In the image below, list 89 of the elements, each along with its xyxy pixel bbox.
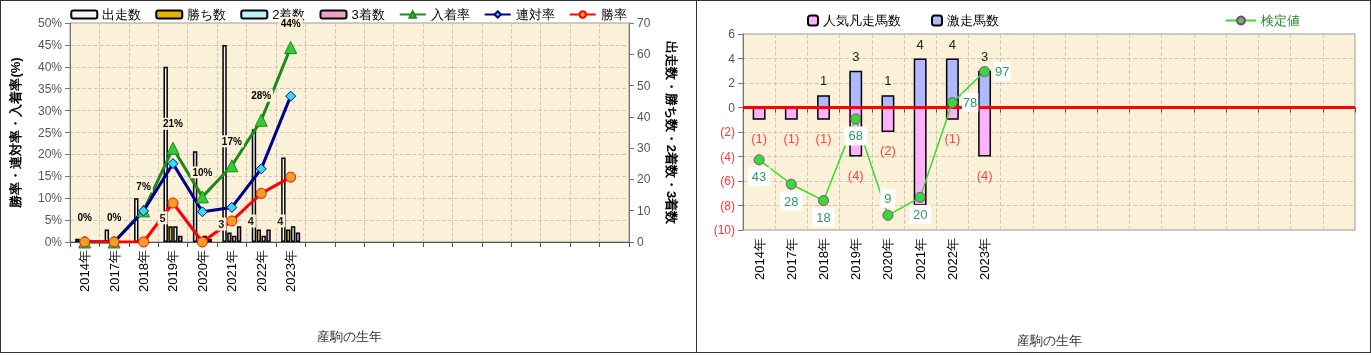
data-label: 3 <box>218 218 225 231</box>
data-label: (4) <box>976 167 993 183</box>
x-tick-label: 2019年 <box>848 238 864 280</box>
data-label: (1) <box>751 130 768 146</box>
y-tick-label: 15% <box>37 169 63 184</box>
y2-tick-label: 30 <box>637 141 651 156</box>
data-label: (1) <box>783 130 800 146</box>
legend-label: 3着数 <box>351 7 385 22</box>
data-label: 4 <box>916 36 924 52</box>
data-label: 43 <box>751 169 767 185</box>
y-tick-label: (6) <box>720 174 735 188</box>
data-label: (2) <box>880 143 896 158</box>
data-label: 20 <box>912 206 928 222</box>
data-label: 28% <box>251 90 272 102</box>
x-axis-title: 産駒の生年 <box>317 329 382 344</box>
data-label: 9 <box>884 190 892 206</box>
data-label: 1 <box>819 73 828 89</box>
y-tick-label: 50% <box>37 16 63 30</box>
y-tick-label: 0 <box>728 100 736 115</box>
data-label: 97 <box>995 64 1010 80</box>
y-tick-label: (8) <box>720 198 735 213</box>
x-tick-label: 2023年 <box>977 238 993 280</box>
legend-label: 勝率 <box>600 7 627 22</box>
x-tick-label: 2018年 <box>816 238 832 280</box>
y-tick-label: (4) <box>720 149 735 164</box>
y-tick-label: 30% <box>37 103 63 118</box>
data-label: 1 <box>884 73 892 89</box>
x-tick-label: 2014年 <box>77 250 93 292</box>
data-label: 7% <box>136 180 151 192</box>
x-tick-label: 2022年 <box>944 238 960 280</box>
y2-axis-title: 出走数・勝ち数・2着数・3着数 <box>664 40 679 226</box>
data-label: 68 <box>848 128 863 144</box>
x-tick-label: 2021年 <box>912 238 928 280</box>
data-label: 78 <box>962 95 978 111</box>
y2-tick-label: 0 <box>637 235 644 249</box>
x-tick-label: 2023年 <box>283 250 299 292</box>
x-tick-label: 2020年 <box>880 238 896 280</box>
data-label: 4 <box>948 36 956 52</box>
legend-label: 検定値 <box>1261 13 1300 28</box>
y2-tick-label: 20 <box>637 172 651 187</box>
legend-label: 連対率 <box>515 7 555 22</box>
x-tick-label: 2017年 <box>783 238 799 280</box>
legend-label: 勝ち数 <box>187 7 227 22</box>
y-tick-label: 45% <box>37 37 63 52</box>
data-label: 21% <box>162 118 184 130</box>
data-label: 0% <box>77 212 93 223</box>
y-tick-label: 6 <box>728 27 736 41</box>
y-tick-label: 10% <box>37 191 63 206</box>
x-tick-label: 2014年 <box>751 238 767 280</box>
data-label: 4 <box>277 214 285 227</box>
data-label: 17% <box>221 135 242 147</box>
data-label: 3 <box>980 48 989 64</box>
legend-label: 激走馬数 <box>947 13 999 28</box>
y-tick-label: 4 <box>728 51 736 66</box>
y-tick-label: 25% <box>37 125 63 140</box>
y-tick-label: (2) <box>720 125 735 139</box>
y2-tick-label: 10 <box>637 203 651 218</box>
y-tick-label: 5% <box>44 213 63 228</box>
data-label: (1) <box>944 130 961 146</box>
data-label: 5 <box>159 211 166 224</box>
data-label: 28 <box>784 193 799 209</box>
legend-label: 人気凡走馬数 <box>823 13 901 28</box>
y-tick-label: 35% <box>37 81 63 96</box>
y-tick-label: (10) <box>713 223 735 237</box>
y2-tick-label: 70 <box>637 16 651 30</box>
x-tick-label: 2022年 <box>253 250 269 292</box>
data-label: 3 <box>852 48 860 64</box>
y-tick-label: 2 <box>728 76 736 90</box>
data-label: 4 <box>247 214 255 227</box>
y-tick-label: 20% <box>37 147 63 162</box>
x-tick-label: 2019年 <box>165 250 181 292</box>
y2-tick-label: 50 <box>637 78 651 93</box>
data-label: (1) <box>815 130 832 146</box>
x-tick-label: 2021年 <box>224 250 240 292</box>
x-tick-label: 2017年 <box>106 250 122 292</box>
data-label: 18 <box>816 210 831 226</box>
x-axis-title: 産駒の生年 <box>1016 333 1082 348</box>
y-tick-label: 0% <box>44 235 63 249</box>
y2-tick-label: 60 <box>637 47 651 62</box>
y-axis-title: 勝率・連対率・入着率(%) <box>8 57 23 209</box>
x-tick-label: 2020年 <box>194 250 210 292</box>
y2-tick-label: 40 <box>637 109 651 124</box>
legend-label: 入着率 <box>430 7 470 22</box>
data-label: (4) <box>847 167 864 183</box>
data-label: 0% <box>106 212 122 223</box>
data-label: 10% <box>192 166 213 178</box>
legend-label: 出走数 <box>102 7 142 22</box>
x-tick-label: 2018年 <box>136 250 152 292</box>
y-tick-label: 40% <box>37 59 63 74</box>
